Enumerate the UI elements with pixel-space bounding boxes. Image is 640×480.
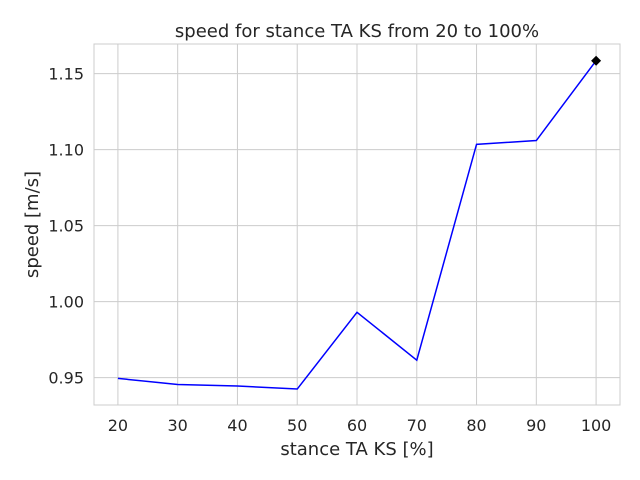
x-tick-label: 40 [227,416,247,435]
x-tick-label: 50 [287,416,307,435]
y-tick-label: 1.15 [48,65,84,84]
tick-labels: 20 30 40 50 60 70 80 90 100 0.95 1.00 1.05 1.10 1.15 [48,65,611,435]
x-tick-label: 60 [347,416,367,435]
highlight-marker [591,55,602,66]
grid [94,44,620,405]
series-line [117,60,597,390]
x-tick-label: 20 [108,416,128,435]
x-tick-label: 30 [168,416,188,435]
x-tick-label: 80 [466,416,486,435]
x-axis-label: stance TA KS [%] [280,439,433,460]
x-tick-label: 70 [407,416,427,435]
plot-frame [93,43,621,406]
y-tick-label: 1.05 [48,217,84,236]
x-tick-label: 90 [526,416,546,435]
x-tick-label: 100 [581,416,612,435]
y-tick-label: 1.10 [48,141,84,160]
y-tick-label: 0.95 [48,369,84,388]
chart-title: speed for stance TA KS from 20 to 100% [175,21,539,42]
y-axis-label: speed [m/s] [22,171,43,278]
y-tick-label: 1.00 [48,293,84,312]
